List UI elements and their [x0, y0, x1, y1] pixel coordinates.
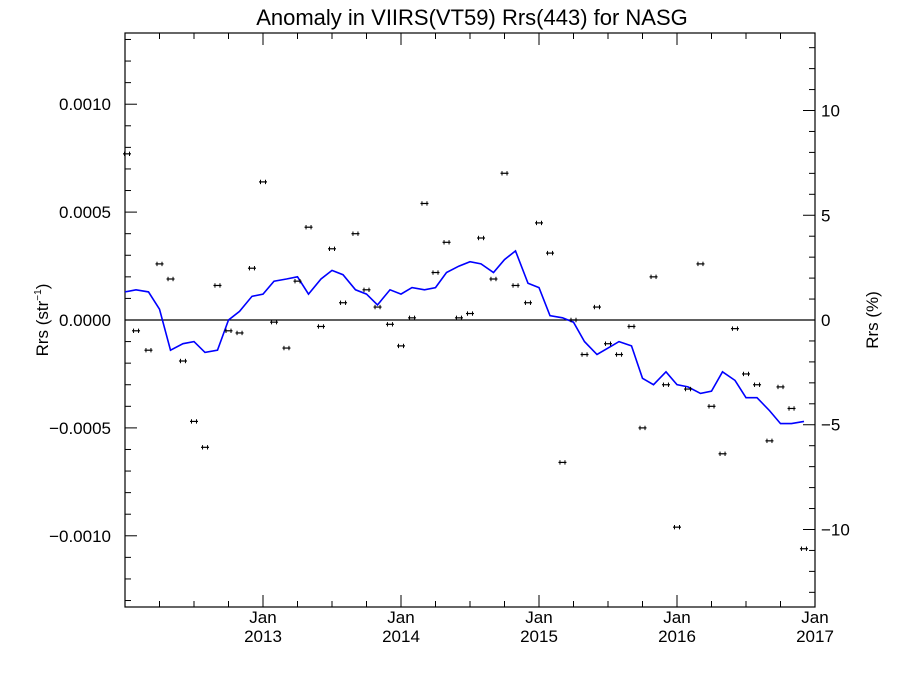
data-point — [776, 384, 785, 390]
data-point — [569, 317, 578, 323]
data-point — [328, 246, 336, 251]
data-point — [385, 322, 394, 327]
data-point — [247, 266, 256, 271]
x-tick-year-label: 2017 — [796, 627, 834, 646]
data-point — [742, 371, 750, 377]
data-point — [316, 324, 325, 329]
y-tick-label: 0.0000 — [59, 311, 111, 330]
data-point — [489, 276, 498, 282]
data-point — [500, 171, 509, 176]
data-point — [477, 235, 486, 241]
data-point — [397, 343, 405, 349]
y-axis-label: Rrs (str−1) — [33, 284, 52, 357]
data-point — [224, 328, 233, 333]
y2-tick-label: −5 — [821, 416, 840, 435]
x-tick-month-label: Jan — [249, 608, 276, 627]
data-point — [615, 352, 624, 357]
y-axis-label-prefix: Rrs (str — [33, 300, 52, 356]
chart-title: Anomaly in VIIRS(VT59) Rrs(443) for NASG — [256, 5, 688, 30]
y2-axis-label: Rrs (%) — [863, 291, 882, 349]
y-axis-label-superscript: −1 — [33, 289, 44, 301]
data-point — [213, 283, 222, 288]
data-point — [753, 382, 762, 387]
plot-data — [123, 151, 808, 551]
data-point — [178, 358, 187, 364]
data-point — [535, 220, 543, 226]
data-point — [431, 270, 440, 275]
data-point — [155, 261, 164, 267]
x-tick-year-label: 2015 — [520, 627, 558, 646]
data-point — [304, 225, 313, 230]
data-point — [282, 345, 291, 351]
data-point — [466, 311, 474, 316]
data-point — [420, 201, 429, 206]
data-point — [558, 460, 567, 465]
data-point — [339, 300, 348, 305]
data-point — [511, 283, 520, 288]
axes — [124, 32, 816, 608]
data-point — [696, 261, 705, 267]
data-point — [201, 445, 210, 450]
x-tick-month-label: Jan — [663, 608, 690, 627]
data-point — [592, 304, 601, 310]
x-tick-year-label: 2014 — [382, 627, 420, 646]
tick-labels: 0.0010 0.0005 0.0000 −0.0005 −0.0010 10 5 0 −5 −1… — [49, 95, 850, 646]
data-point — [144, 348, 153, 353]
data-point — [523, 300, 532, 305]
trend-line — [124, 249, 805, 425]
data-point — [270, 319, 279, 325]
data-point — [351, 231, 360, 236]
data-point — [362, 287, 371, 292]
data-point — [707, 404, 716, 409]
y2-tick-label: 10 — [821, 102, 840, 121]
y2-tick-label: 0 — [821, 311, 830, 330]
data-point — [661, 382, 670, 387]
data-point — [408, 315, 417, 321]
data-point — [649, 274, 658, 280]
data-point — [546, 250, 555, 256]
x-tick-month-label: Jan — [525, 608, 552, 627]
data-point — [454, 315, 463, 321]
data-point — [293, 278, 302, 284]
data-point — [604, 341, 612, 346]
data-point — [166, 276, 175, 282]
data-point — [799, 546, 808, 551]
data-point — [580, 352, 589, 357]
y2-tick-label: 5 — [821, 206, 830, 225]
x-tick-month-label: Jan — [801, 608, 828, 627]
data-point — [132, 328, 141, 333]
data-point — [638, 425, 647, 431]
y-tick-label: −0.0005 — [49, 419, 111, 438]
data-point — [259, 179, 267, 185]
y-tick-label: 0.0005 — [59, 203, 111, 222]
y-tick-label: −0.0010 — [49, 527, 111, 546]
data-point — [627, 324, 636, 329]
y2-tick-label: −10 — [821, 520, 850, 539]
data-point — [787, 406, 796, 411]
x-tick-month-label: Jan — [387, 608, 414, 627]
x-tick-year-label: 2016 — [658, 627, 696, 646]
data-point — [684, 386, 693, 392]
data-point — [235, 330, 244, 336]
data-point — [718, 451, 727, 456]
data-point — [442, 240, 451, 245]
data-point — [730, 326, 739, 331]
data-point — [123, 151, 131, 157]
y-axis-label-suffix: ) — [33, 284, 52, 290]
y-tick-label: 0.0010 — [59, 95, 111, 114]
data-point — [190, 419, 198, 424]
x-tick-year-label: 2013 — [244, 627, 282, 646]
data-point — [765, 438, 774, 444]
data-point — [373, 304, 382, 310]
data-point — [673, 524, 681, 530]
